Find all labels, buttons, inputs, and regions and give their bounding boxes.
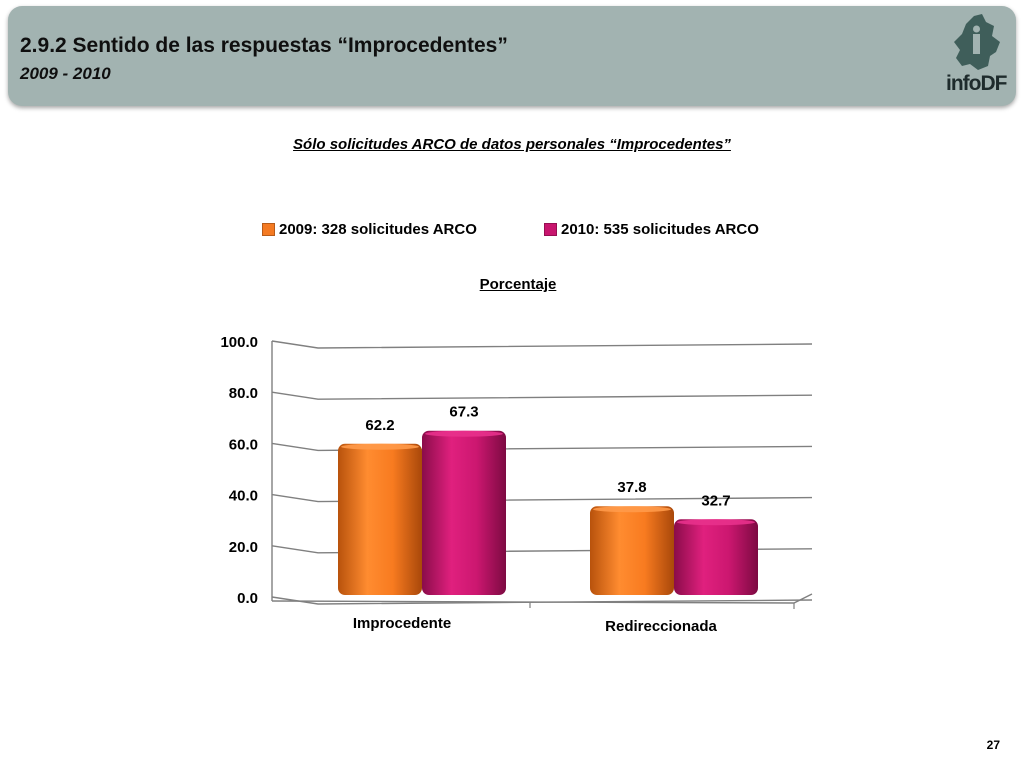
bar-top (341, 443, 419, 450)
bar (674, 519, 758, 595)
page-number: 27 (986, 738, 1000, 752)
y-tick-label: 0.0 (237, 590, 258, 607)
chart-legend: 2009: 328 solicitudes ARCO 2010: 535 sol… (262, 221, 862, 241)
y-tick-label: 20.0 (229, 539, 258, 556)
logo-wordmark: infoDF (946, 72, 1007, 95)
data-label: 37.8 (617, 479, 646, 496)
gridline (271, 340, 813, 349)
chart-title: Sólo solicitudes ARCO de datos personale… (293, 136, 731, 153)
y-tick-label: 60.0 (229, 436, 258, 453)
y-tick-label: 100.0 (220, 334, 258, 351)
x-category-label: Redireccionada (605, 618, 717, 635)
y-axis-title: Porcentaje (479, 276, 557, 293)
map-emblem-icon (954, 14, 1000, 70)
bar-top (425, 430, 503, 437)
legend-swatch-2009 (262, 223, 275, 236)
header-banner: 2.9.2 Sentido de las respuestas “Improce… (8, 6, 1016, 106)
x-axis-line (271, 593, 813, 604)
bar (422, 430, 506, 595)
y-tick-label: 80.0 (229, 385, 258, 402)
legend-swatch-2010 (544, 223, 557, 236)
gridline (271, 442, 813, 452)
page-subtitle: 2009 - 2010 (20, 64, 111, 83)
gridline (271, 596, 813, 605)
legend-label-2009: 2009: 328 solicitudes ARCO (279, 221, 477, 238)
bar (338, 443, 422, 595)
bar-top (677, 519, 755, 526)
infodf-logo: infoDF (944, 12, 1010, 104)
x-category-label: Improcedente (353, 615, 451, 632)
page-title: 2.9.2 Sentido de las respuestas “Improce… (20, 34, 508, 57)
legend-item-2010: 2010: 535 solicitudes ARCO (544, 221, 759, 238)
legend-item-2009: 2009: 328 solicitudes ARCO (262, 221, 477, 238)
data-label: 32.7 (701, 492, 730, 509)
y-tick-label: 40.0 (229, 488, 258, 505)
data-label: 67.3 (449, 404, 478, 421)
gridline (271, 493, 813, 503)
gridline (271, 391, 813, 400)
bar (590, 506, 674, 595)
legend-label-2010: 2010: 535 solicitudes ARCO (561, 221, 759, 238)
data-label: 62.2 (365, 417, 394, 434)
bar-top (593, 506, 671, 513)
